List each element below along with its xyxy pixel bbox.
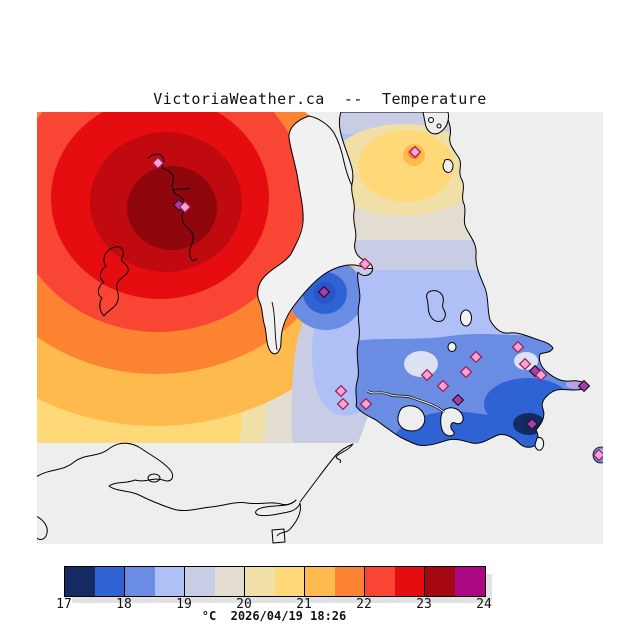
trial-island: [534, 437, 545, 451]
small-islands: [428, 117, 545, 451]
gorge-channel-inner: [366, 390, 445, 413]
colorbar-segment: [365, 567, 395, 596]
station-markers: [151, 145, 603, 462]
colorbar-segment: [335, 567, 365, 596]
colorbar-tick: 24: [476, 597, 492, 612]
south-shore-coastlines: [37, 442, 354, 544]
station-marker: [511, 340, 525, 354]
station-marker: [451, 393, 465, 407]
station-marker: [577, 379, 591, 393]
station-marker: [358, 257, 372, 271]
station-marker: [334, 384, 348, 398]
elk-lake: [426, 290, 446, 322]
station-marker: [518, 357, 532, 371]
tsehum-notch: [422, 112, 449, 135]
station-marker: [420, 368, 434, 382]
colorbar-tick: 20: [236, 597, 252, 612]
station-marker: [469, 350, 483, 364]
station-marker: [592, 448, 603, 462]
bazan-notch: [442, 159, 454, 173]
colorbar-segment: [65, 567, 95, 596]
colorbar-segment: [185, 567, 215, 596]
station-marker: [336, 397, 350, 411]
colorbar-segment: [275, 567, 305, 596]
station-marker: [525, 417, 539, 431]
finlayson-arm-coastline: [271, 301, 278, 351]
colorbar-tick: 19: [176, 597, 192, 612]
colorbar-segment: [95, 567, 125, 596]
colorbar-tick: 18: [116, 597, 132, 612]
island-outline: [97, 246, 129, 317]
colorbar-tick-labels: 17 18 19 20 21 22 23 24: [56, 597, 492, 612]
station-marker: [459, 365, 473, 379]
colorbar-segment: [395, 567, 425, 596]
station-marker: [317, 285, 331, 299]
station-marker: [534, 368, 548, 382]
colorbar-segment: [425, 567, 455, 596]
colorbar-tick: 17: [56, 597, 72, 612]
station-marker: [178, 200, 192, 214]
colorbar-tick: 21: [296, 597, 312, 612]
map-title: VictoriaWeather.ca -- Temperature: [153, 90, 487, 108]
station-marker: [151, 156, 165, 170]
station-marker: [359, 397, 373, 411]
colorbar-segment: [245, 567, 275, 596]
coast-details: [397, 112, 464, 437]
colorbar-tick: 22: [356, 597, 372, 612]
station-marker: [408, 145, 422, 159]
colorbar-tick: 23: [416, 597, 432, 612]
colorbar-segment: [155, 567, 185, 596]
colorbar-segment: [125, 567, 155, 596]
colorbar-segment: [215, 567, 245, 596]
colorbar-segment: [455, 567, 485, 596]
colorbar-caption: °C 2026/04/19 18:26: [201, 609, 347, 623]
temperature-colorbar: [64, 566, 486, 597]
esquimalt-harbour: [397, 405, 426, 432]
victoria-harbour: [440, 407, 464, 437]
colorbar-segment: [305, 567, 335, 596]
station-marker: [436, 379, 450, 393]
